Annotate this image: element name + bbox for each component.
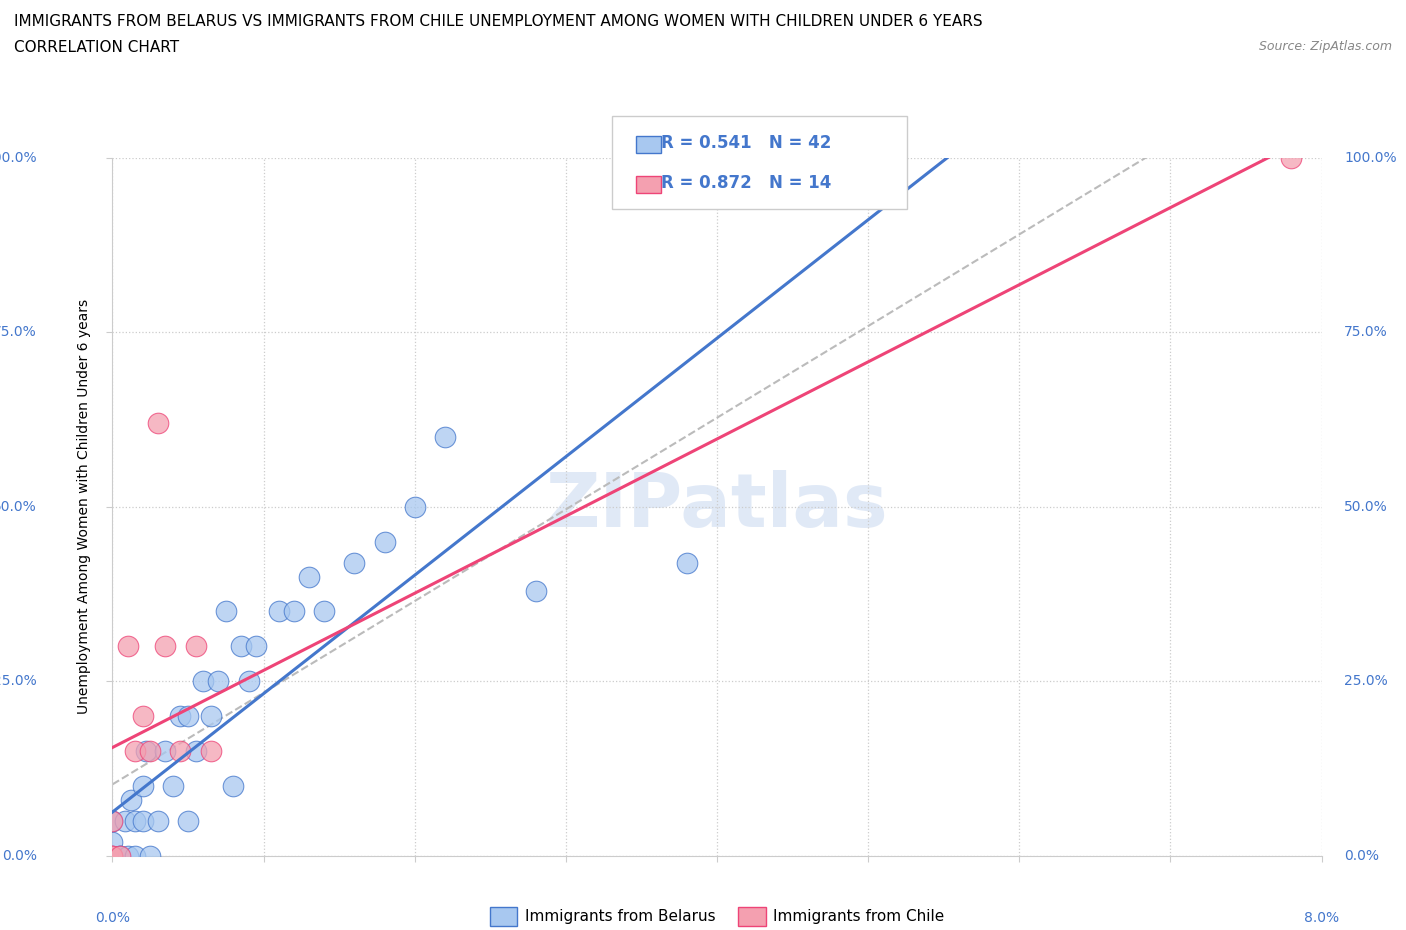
Point [434, 430, 457, 445]
Text: 100.0%: 100.0% [0, 151, 37, 166]
Text: R = 0.872   N = 14: R = 0.872 N = 14 [661, 174, 831, 193]
Point [132, 813, 155, 829]
Point [312, 604, 335, 619]
Point [200, 744, 222, 759]
Point [222, 778, 245, 793]
Point [101, 813, 124, 829]
Point [215, 604, 238, 619]
Point [117, 848, 139, 863]
Text: 0.0%: 0.0% [1, 848, 37, 863]
Text: 25.0%: 25.0% [1344, 674, 1388, 688]
Point [245, 639, 267, 654]
Point [184, 744, 207, 759]
Point [132, 778, 155, 793]
Point [1279, 151, 1302, 166]
Text: CORRELATION CHART: CORRELATION CHART [14, 40, 179, 55]
Point [101, 848, 124, 863]
Point [117, 639, 139, 654]
Point [207, 673, 229, 688]
Point [169, 744, 191, 759]
Y-axis label: Unemployment Among Women with Children Under 6 years: Unemployment Among Women with Children U… [77, 299, 91, 714]
Point [177, 813, 200, 829]
Text: 50.0%: 50.0% [0, 499, 37, 514]
Point [374, 534, 396, 549]
Point [108, 848, 131, 863]
Point [139, 848, 162, 863]
Point [177, 709, 200, 724]
Point [191, 673, 214, 688]
Text: Source: ZipAtlas.com: Source: ZipAtlas.com [1258, 40, 1392, 53]
Text: ZIPatlas: ZIPatlas [546, 471, 889, 543]
Point [146, 416, 169, 431]
Point [184, 639, 207, 654]
Point [200, 709, 222, 724]
Point [283, 604, 305, 619]
Text: 75.0%: 75.0% [0, 326, 37, 339]
Point [101, 813, 124, 829]
Point [124, 813, 146, 829]
Text: 0.0%: 0.0% [1344, 848, 1379, 863]
Point [101, 813, 124, 829]
Point [267, 604, 290, 619]
Legend: Immigrants from Belarus, Immigrants from Chile: Immigrants from Belarus, Immigrants from… [484, 901, 950, 930]
Point [524, 583, 547, 598]
Point [155, 639, 177, 654]
Text: 8.0%: 8.0% [1305, 911, 1339, 925]
Text: R = 0.541   N = 42: R = 0.541 N = 42 [661, 134, 831, 153]
Point [101, 848, 124, 863]
Text: 100.0%: 100.0% [1344, 151, 1398, 166]
Point [238, 673, 260, 688]
Point [229, 639, 252, 654]
Point [108, 848, 131, 863]
Point [108, 848, 131, 863]
Text: 0.0%: 0.0% [96, 911, 129, 925]
Point [146, 813, 169, 829]
Point [675, 555, 697, 570]
Point [155, 744, 177, 759]
Point [101, 848, 124, 863]
Point [124, 848, 146, 863]
Point [135, 744, 157, 759]
Point [120, 792, 142, 807]
Point [101, 848, 124, 863]
Point [298, 569, 321, 584]
Point [404, 499, 426, 514]
Point [162, 778, 184, 793]
Text: IMMIGRANTS FROM BELARUS VS IMMIGRANTS FROM CHILE UNEMPLOYMENT AMONG WOMEN WITH C: IMMIGRANTS FROM BELARUS VS IMMIGRANTS FR… [14, 14, 983, 29]
Text: 50.0%: 50.0% [1344, 499, 1388, 514]
Point [114, 813, 136, 829]
Point [132, 709, 155, 724]
Point [169, 709, 191, 724]
Point [101, 848, 124, 863]
Point [124, 744, 146, 759]
Point [101, 834, 124, 849]
Text: 25.0%: 25.0% [0, 674, 37, 688]
Text: 75.0%: 75.0% [1344, 326, 1388, 339]
Point [343, 555, 366, 570]
Point [139, 744, 162, 759]
